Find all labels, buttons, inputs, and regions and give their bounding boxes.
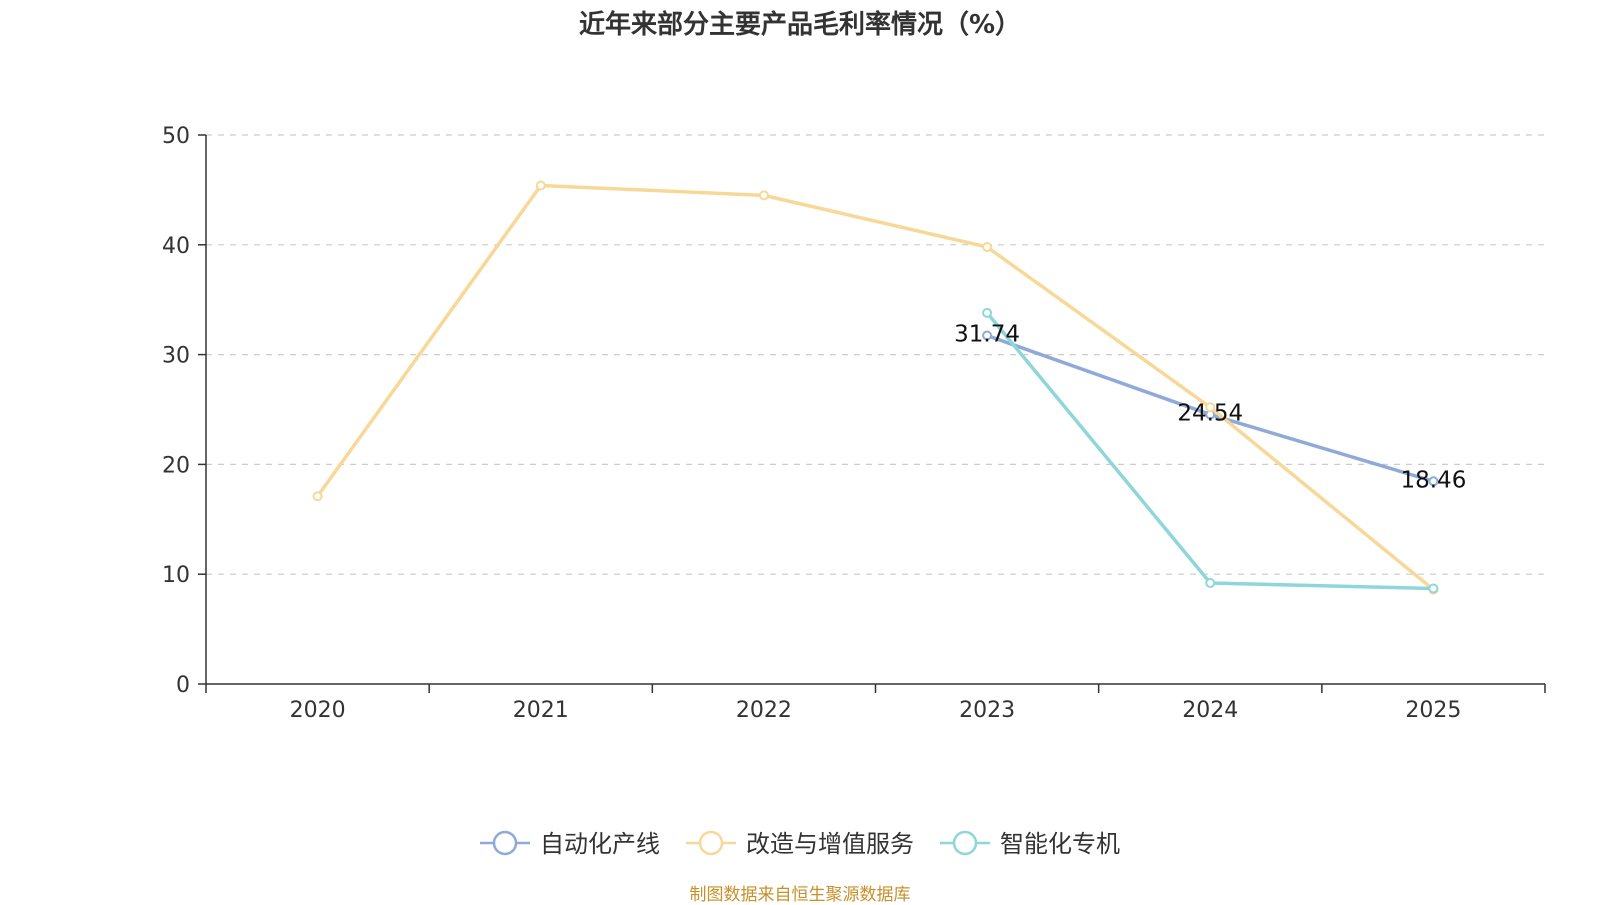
legend-circle-icon [698,830,724,856]
legend-item-1[interactable]: 自动化产线 [480,830,660,858]
y-tick-label: 30 [162,344,190,369]
data-point-2-2020[interactable] [312,491,323,502]
data-point-2-2023[interactable] [982,241,993,252]
y-tick-label: 20 [162,453,190,478]
series-line-3 [985,311,1434,591]
x-tick-label-2021: 2021 [513,698,569,723]
data-source-note: 制图数据来自恒生聚源数据库 [689,885,911,905]
legend-item-3[interactable]: 智能化专机 [940,830,1120,858]
data-point-2-2022[interactable] [758,190,769,201]
data-label-1-2023: 31.74 [954,321,1020,347]
x-tick-label-2025: 2025 [1405,698,1461,723]
data-label-1-2025: 18.46 [1400,467,1466,493]
data-point-2-2021[interactable] [535,180,546,191]
axes: 0 10 20 30 40 50 2020 2021 2022 2023 2024 2025 [162,124,1546,723]
legend-label: 改造与增值服务 [746,830,914,858]
data-point-1-2025[interactable] [1428,476,1439,487]
legend-item-2[interactable]: 改造与增值服务 [686,830,914,858]
series-line-2 [316,183,1435,591]
legend[interactable]: 自动化产线 改造与增值服务 智能化专机 [480,830,1120,858]
y-tick-label: 40 [162,234,190,259]
data-label-1-2024: 24.54 [1177,401,1243,427]
data-labels: 31.74 24.54 18.46 [954,321,1466,493]
legend-label: 自动化产线 [540,830,660,858]
data-point-3-2025[interactable] [1428,583,1439,594]
x-tick-label-2020: 2020 [290,698,346,723]
y-tick-label: 50 [162,124,190,149]
y-tick-label: 10 [162,563,190,588]
x-tick-label-2024: 2024 [1182,698,1238,723]
data-point-1-2023[interactable] [982,330,993,341]
y-tick-label: 0 [176,673,190,698]
legend-label: 智能化专机 [1000,830,1120,858]
x-tick-label-2023: 2023 [959,698,1015,723]
x-tick-label-2022: 2022 [736,698,792,723]
legend-circle-icon [492,830,518,856]
series-lines [312,180,1439,595]
chart-title: 近年来部分主要产品毛利率情况（%） [578,10,1022,40]
data-point-2-2024[interactable] [1205,402,1216,413]
legend-circle-icon [952,830,978,856]
data-point-3-2024[interactable] [1205,577,1216,588]
gridlines [206,134,1545,575]
data-point-3-2023[interactable] [982,307,993,318]
